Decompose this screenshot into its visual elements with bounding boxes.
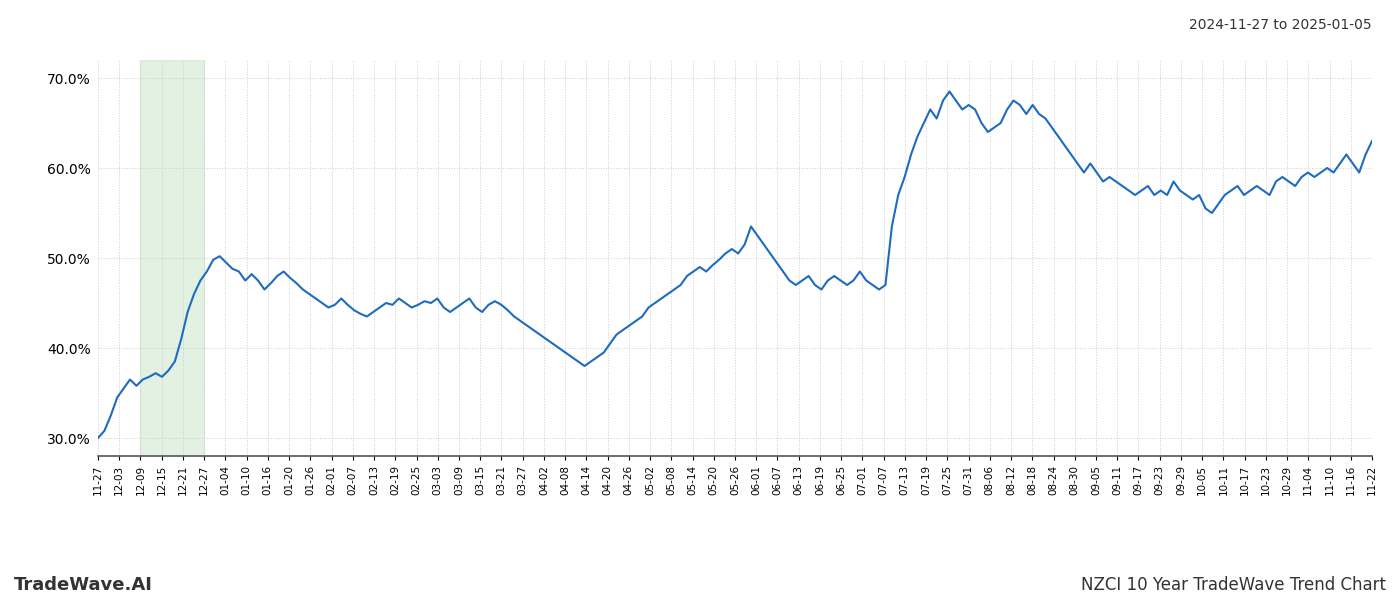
Text: 2024-11-27 to 2025-01-05: 2024-11-27 to 2025-01-05 — [1190, 18, 1372, 32]
Text: NZCI 10 Year TradeWave Trend Chart: NZCI 10 Year TradeWave Trend Chart — [1081, 576, 1386, 594]
Text: TradeWave.AI: TradeWave.AI — [14, 576, 153, 594]
Bar — [140, 60, 204, 456]
